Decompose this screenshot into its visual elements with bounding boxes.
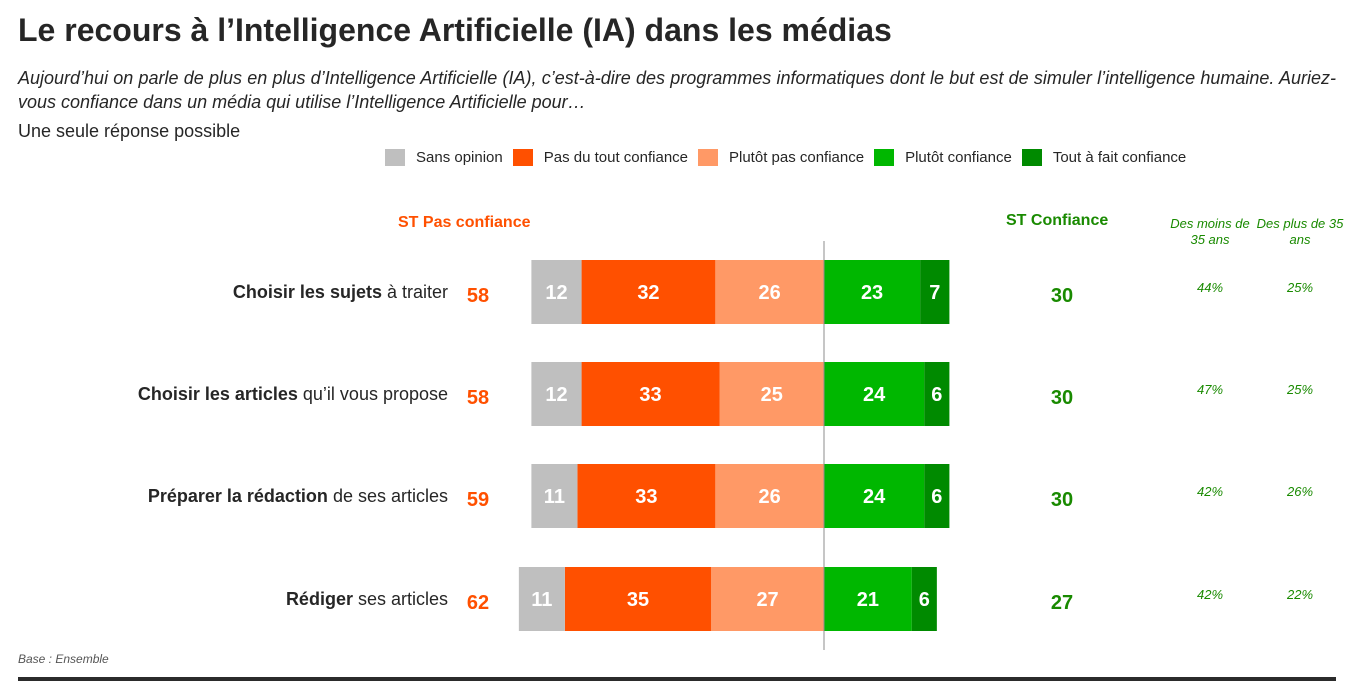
bar-segment-pas-du-tout: [581, 362, 720, 426]
bar-segment-plutot-pas: [715, 260, 824, 324]
footer-divider: [18, 677, 1336, 681]
bar-segment-pas-du-tout: [564, 567, 712, 631]
age-under-35-value: 47%: [1197, 382, 1223, 397]
bar-segment-sans-opinion: [531, 260, 582, 324]
legend-swatch: [698, 148, 718, 166]
bar-segment-plutot-pas: [719, 362, 824, 426]
bar-value-label: 32: [637, 282, 659, 304]
question-text: Aujourd’hui on parle de plus en plus d’I…: [18, 68, 1336, 112]
st-confiance-value: 30: [1051, 285, 1073, 307]
age-over-35-value: 25%: [1286, 382, 1313, 397]
st-pas-confiance-value: 58: [467, 285, 489, 307]
st-pas-confiance-value: 58: [467, 387, 489, 409]
bar-segment-plutot: [824, 362, 925, 426]
bar-segment-tout-a-fait: [924, 362, 950, 426]
bar-value-label: 12: [545, 384, 567, 406]
bar-value-label: 21: [857, 589, 879, 611]
bar-segment-sans-opinion: [531, 362, 582, 426]
bar-segment-tout-a-fait: [924, 464, 950, 528]
bar-value-label: 6: [931, 486, 942, 508]
bar-value-label: 6: [931, 384, 942, 406]
bar-value-label: 35: [627, 589, 649, 611]
header-age-over-35: Des plus de 35 ans: [1256, 216, 1344, 247]
legend-item-tout-a-fait: Tout à fait confiance: [1021, 148, 1187, 166]
row-label-rest: de ses articles: [328, 486, 448, 506]
legend-label: Sans opinion: [416, 148, 503, 166]
bar-value-label: 7: [929, 282, 940, 304]
bar-value-label: 11: [544, 486, 565, 508]
legend-item-sans-opinion: Sans opinion: [385, 148, 503, 166]
row-label-rest: ses articles: [353, 589, 448, 609]
bar-segment-plutot: [824, 567, 912, 631]
bar-segment-plutot: [824, 260, 921, 324]
row-label: Choisir les articles qu’il vous propose: [138, 384, 448, 404]
bar-segment-plutot-pas: [715, 464, 824, 528]
legend-swatch: [874, 148, 895, 166]
header-st-confiance: ST Confiance: [1006, 212, 1109, 229]
row-label: Rédiger ses articles: [286, 589, 448, 609]
base-note: Base : Ensemble: [18, 652, 109, 666]
header-age-under-35: Des moins de 35 ans: [1170, 216, 1250, 247]
legend-item-plutot: Plutôt confiance: [874, 148, 1012, 166]
age-over-35-value: 25%: [1286, 280, 1313, 295]
legend-label: Tout à fait confiance: [1052, 148, 1187, 166]
row-label: Choisir les sujets à traiter: [233, 282, 448, 302]
age-under-35-value: 44%: [1197, 280, 1223, 295]
bar-segment-pas-du-tout: [577, 464, 716, 528]
bar-value-label: 25: [761, 384, 783, 406]
age-under-35-value: 42%: [1197, 484, 1223, 499]
bar-value-label: 26: [759, 282, 781, 304]
bar-segment-plutot-pas: [711, 567, 824, 631]
bar-value-label: 33: [639, 384, 661, 406]
legend-label: Pas du tout confiance: [543, 148, 688, 166]
bar-segment-sans-opinion: [531, 464, 578, 528]
bar-segment-pas-du-tout: [581, 260, 716, 324]
row-label-rest: qu’il vous propose: [298, 384, 448, 404]
bar-value-label: 6: [919, 589, 930, 611]
bar-value-label: 12: [545, 282, 567, 304]
bar-value-label: 24: [863, 384, 886, 406]
bar-value-label: 24: [863, 486, 886, 508]
row-label: Préparer la rédaction de ses articles: [148, 486, 448, 506]
bar-value-label: 23: [861, 282, 883, 304]
legend-item-pas-du-tout: Pas du tout confiance: [512, 148, 688, 166]
chart-legend: Sans opinion Pas du tout confiance Plutôt …: [385, 147, 1196, 167]
age-over-35-value: 26%: [1286, 484, 1313, 499]
legend-label: Plutôt confiance: [905, 148, 1012, 166]
bar-segment-plutot: [824, 464, 925, 528]
bar-value-label: 27: [756, 589, 778, 611]
row-label-bold: Choisir les articles: [138, 384, 298, 404]
row-label-bold: Choisir les sujets: [233, 282, 382, 302]
bar-segment-tout-a-fait: [920, 260, 950, 324]
st-confiance-value: 30: [1051, 387, 1073, 409]
header-st-pas-confiance: ST Pas confiance: [398, 214, 531, 231]
legend-label: Plutôt pas confiance: [729, 148, 865, 166]
bar-segment-sans-opinion: [518, 567, 565, 631]
st-confiance-value: 27: [1051, 592, 1073, 614]
bar-value-label: 11: [531, 589, 552, 611]
row-label-bold: Rédiger: [286, 589, 353, 609]
row-label-rest: à traiter: [382, 282, 448, 302]
age-over-35-value: 22%: [1286, 587, 1313, 602]
bar-value-label: 33: [635, 486, 657, 508]
st-pas-confiance-value: 59: [467, 489, 489, 511]
legend-swatch: [512, 148, 533, 166]
bar-value-label: 26: [759, 486, 781, 508]
row-label-bold: Préparer la rédaction: [148, 486, 328, 506]
legend-swatch: [1021, 148, 1042, 166]
st-confiance-value: 30: [1051, 489, 1073, 511]
legend-swatch: [385, 148, 405, 166]
st-pas-confiance-value: 62: [467, 592, 489, 614]
legend-item-plutot-pas: Plutôt pas confiance: [698, 148, 865, 166]
page-title: Le recours à l’Intelligence Artificielle…: [18, 12, 892, 48]
response-note: Une seule réponse possible: [18, 121, 241, 141]
bar-segment-tout-a-fait: [911, 567, 937, 631]
age-under-35-value: 42%: [1197, 587, 1223, 602]
